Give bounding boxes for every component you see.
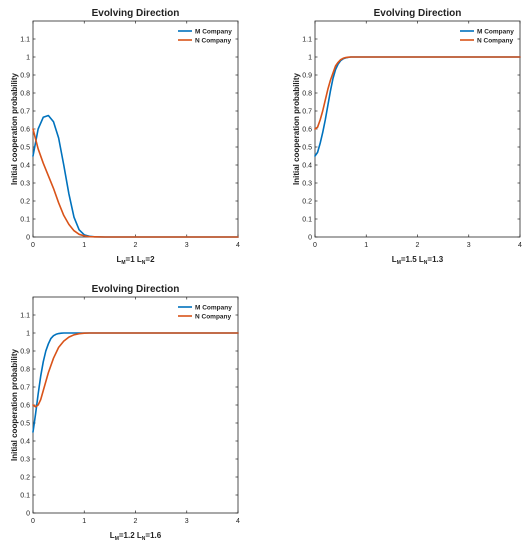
y-tick-label: 1: [308, 54, 312, 61]
y-tick-label: 0.5: [20, 144, 30, 151]
x-tick-label: 0: [31, 242, 35, 249]
x-label-part: L: [392, 255, 397, 264]
y-tick-label: 0.3: [20, 180, 30, 187]
x-tick-label: 2: [416, 242, 420, 249]
x-label-part: L: [110, 531, 115, 540]
legend-entry: M Company: [195, 28, 232, 35]
x-tick-label: 4: [236, 242, 240, 249]
y-tick-label: 0.9: [302, 72, 312, 79]
y-tick-label: 0.4: [302, 162, 312, 169]
x-tick-label: 3: [185, 242, 189, 249]
x-tick-label: 4: [236, 518, 240, 525]
x-label-part: L: [116, 255, 121, 264]
x-label-subscript: N: [142, 260, 146, 266]
x-tick-label: 1: [364, 242, 368, 249]
plot-area: [32, 296, 239, 514]
x-tick-label: 0: [313, 242, 317, 249]
chart-title: Evolving Direction: [92, 284, 180, 295]
x-label-subscript: M: [397, 260, 401, 266]
plot-area: [314, 20, 521, 238]
y-tick-label: 0.3: [20, 456, 30, 463]
y-tick-label: 0.2: [20, 198, 30, 205]
chart-1: Evolving Direction 0 0.1 0.2 0.3 0.4 0.5 0.6 0.7…: [10, 8, 240, 266]
legend-entry: M Company: [195, 304, 232, 311]
x-label-part: =1.5 L: [401, 255, 424, 264]
y-tick-label: 1: [26, 54, 30, 61]
y-tick-label: 0.6: [20, 126, 30, 133]
y-tick-label: 0.3: [302, 180, 312, 187]
y-tick-label: 0.9: [20, 72, 30, 79]
chart-title: Evolving Direction: [374, 8, 462, 19]
x-axis-label: LM=1.5 LN=1.3: [392, 255, 444, 266]
y-tick-label: 0.5: [302, 144, 312, 151]
x-tick-label: 4: [518, 242, 522, 249]
y-tick-label: 0.2: [302, 198, 312, 205]
y-tick-label: 0.7: [302, 108, 312, 115]
y-tick-label: 0.7: [20, 384, 30, 391]
x-tick-label: 2: [134, 518, 138, 525]
y-tick-label: 0.8: [20, 90, 30, 97]
y-tick-label: 0: [308, 234, 312, 241]
x-label-part: =1 L: [126, 255, 142, 264]
series-line-n-company: [314, 56, 521, 130]
y-axis-label: Initial cooperation probability: [10, 348, 19, 461]
y-tick-label: 0: [26, 234, 30, 241]
y-tick-label: 0.4: [20, 162, 30, 169]
legend-entry: N Company: [195, 313, 232, 320]
x-label-subscript: N: [424, 260, 428, 266]
y-tick-label: 0.6: [20, 402, 30, 409]
x-label-subscript: M: [115, 536, 119, 542]
x-tick-label: 0: [31, 518, 35, 525]
x-label-part: =2: [145, 255, 155, 264]
y-tick-label: 1.1: [302, 36, 312, 43]
x-label-part: =1.2 L: [119, 531, 142, 540]
y-tick-label: 0: [26, 510, 30, 517]
y-tick-label: 0.2: [20, 474, 30, 481]
y-tick-label: 0.8: [302, 90, 312, 97]
x-tick-label: 3: [185, 518, 189, 525]
y-tick-label: 0.6: [302, 126, 312, 133]
x-tick-label: 1: [82, 242, 86, 249]
series-line-m-company: [314, 56, 521, 157]
y-tick-label: 0.1: [302, 216, 312, 223]
chart-2: Evolving Direction 0 0.1 0.2 0.3 0.4 0.5 0.6 0.7…: [292, 8, 522, 266]
x-label-part: =1.6: [145, 531, 161, 540]
y-tick-label: 0.7: [20, 108, 30, 115]
y-tick-label: 0.1: [20, 216, 30, 223]
legend-entry: N Company: [195, 37, 232, 44]
x-tick-label: 1: [82, 518, 86, 525]
x-label-part: =1.3: [427, 255, 443, 264]
legend-entry: M Company: [477, 28, 514, 35]
y-axis-label: Initial cooperation probability: [10, 72, 19, 185]
series-line-n-company: [32, 128, 239, 238]
y-tick-label: 0.4: [20, 438, 30, 445]
y-tick-label: 0.5: [20, 420, 30, 427]
chart-title: Evolving Direction: [92, 8, 180, 19]
legend-entry: N Company: [477, 37, 514, 44]
y-tick-label: 1: [26, 330, 30, 337]
x-label-subscript: M: [121, 260, 125, 266]
y-tick-label: 0.8: [20, 366, 30, 373]
plot-area: [32, 20, 239, 238]
x-axis-label: LM=1 LN=2: [116, 255, 155, 266]
series-line-n-company: [32, 332, 239, 408]
x-label-subscript: N: [142, 536, 146, 542]
y-tick-label: 0.1: [20, 492, 30, 499]
y-axis-label: Initial cooperation probability: [292, 72, 301, 185]
series-line-m-company: [32, 332, 239, 433]
x-tick-label: 3: [467, 242, 471, 249]
y-tick-label: 1.1: [20, 312, 30, 319]
y-tick-label: 0.9: [20, 348, 30, 355]
x-axis-label: LM=1.2 LN=1.6: [110, 531, 162, 542]
x-tick-label: 2: [134, 242, 138, 249]
chart-3: Evolving Direction 0 0.1 0.2 0.3 0.4 0.5 0.6 0.7…: [10, 284, 240, 542]
series-line-m-company: [32, 114, 239, 238]
y-tick-label: 1.1: [20, 36, 30, 43]
